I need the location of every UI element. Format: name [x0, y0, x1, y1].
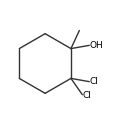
- Text: Cl: Cl: [90, 77, 99, 86]
- Text: OH: OH: [90, 41, 104, 50]
- Text: Cl: Cl: [83, 91, 92, 100]
